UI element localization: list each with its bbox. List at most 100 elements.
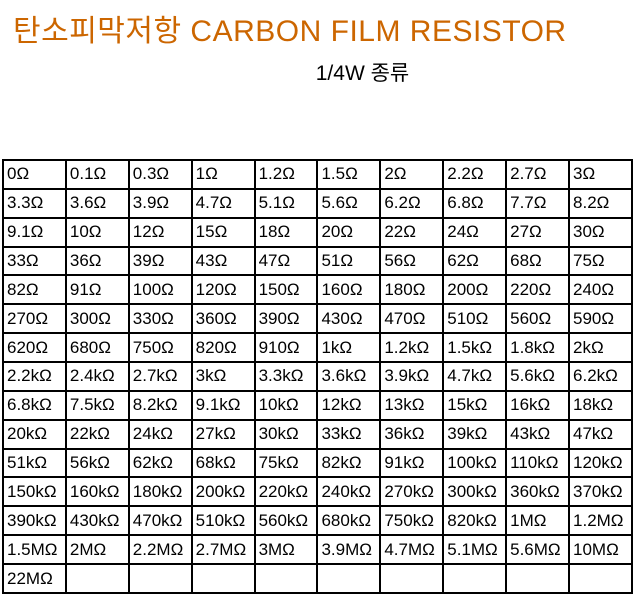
resistor-value-cell: 12kΩ [316,389,382,421]
resistor-value-cell [568,563,633,594]
resistor-value-cell: 68Ω [505,245,571,277]
resistor-value-cell: 36kΩ [379,418,445,450]
resistor-value-cell: 3Ω [568,159,633,190]
page-title: 탄소피막저항 CARBON FILM RESISTOR [13,15,567,48]
resistor-value-cell: 5.6Ω [316,187,382,219]
resistor-value-cell: 220Ω [505,274,571,306]
resistor-value-cell: 15kΩ [442,389,508,421]
resistor-table-body: 0Ω 0.1Ω 0.3Ω 1Ω 1.2Ω 1.5Ω 2Ω 2.2Ω 2.7Ω 3Ω 3.3Ω 3.6Ω… [2,159,633,594]
resistor-value-cell: 0Ω [2,159,67,190]
resistor-value-cell: 120Ω [190,274,256,306]
resistor-value-cell: 33Ω [2,245,67,277]
resistor-value-cell: 590Ω [568,303,633,335]
resistor-value-cell: 820kΩ [442,505,508,537]
resistor-value-cell: 24kΩ [127,418,193,450]
resistor-value-cell: 10Ω [64,216,130,248]
resistor-value-cell: 39kΩ [442,418,508,450]
resistor-value-cell: 18kΩ [568,389,633,421]
resistor-value-cell: 6.2kΩ [568,361,633,392]
resistor-value-cell: 33kΩ [316,418,382,450]
page-subtitle: 1/4W 종류 [315,62,410,85]
resistor-value-cell: 370kΩ [568,476,633,508]
resistor-value-cell: 7.7Ω [505,187,571,219]
resistor-value-cell: 5.1MΩ [442,534,508,566]
resistor-value-cell [505,563,571,594]
resistor-value-cell: 270Ω [2,303,67,335]
resistor-value-cell [127,563,193,594]
resistor-value-cell: 43kΩ [505,418,571,450]
resistor-value-cell: 560kΩ [253,505,319,537]
resistor-value-cell: 390Ω [253,303,319,335]
resistor-value-cell: 18Ω [253,216,319,248]
resistor-value-cell: 8.2Ω [568,187,633,219]
resistor-value-cell: 1Ω [190,159,256,190]
table-row: 51kΩ 56kΩ 62kΩ 68kΩ 75kΩ 82kΩ 91kΩ 100kΩ 110kΩ 12… [2,447,633,479]
table-row: 33Ω 36Ω 39Ω 43Ω 47Ω 51Ω 56Ω 62Ω 68Ω 75Ω [2,245,633,277]
table-row: 1.5MΩ 2MΩ 2.2MΩ 2.7MΩ 3MΩ 3.9MΩ 4.7MΩ 5.1MΩ 5.6M… [2,534,633,566]
resistor-value-cell: 27Ω [505,216,571,248]
resistor-value-cell: 22Ω [379,216,445,248]
resistor-value-cell: 0.1Ω [64,159,130,190]
resistor-value-cell: 2Ω [379,159,445,190]
resistor-value-cell: 27kΩ [190,418,256,450]
resistor-value-cell: 1.8kΩ [505,332,571,364]
table-row: 390kΩ 430kΩ 470kΩ 510kΩ 560kΩ 680kΩ 750kΩ 820kΩ… [2,505,633,537]
resistor-value-cell: 56kΩ [64,447,130,479]
resistor-value-cell [379,563,445,594]
resistor-value-cell: 3kΩ [190,361,256,392]
resistor-value-cell: 560Ω [505,303,571,335]
resistor-value-cell: 51Ω [316,245,382,277]
resistor-value-cell: 30Ω [568,216,633,248]
resistor-value-cell: 2.7kΩ [127,361,193,392]
resistor-value-cell: 240kΩ [316,476,382,508]
resistor-value-cell: 10MΩ [568,534,633,566]
resistor-value-cell [316,563,382,594]
resistor-value-cell: 680kΩ [316,505,382,537]
resistor-value-cell: 200Ω [442,274,508,306]
resistor-value-cell: 1.2MΩ [568,505,633,537]
table-row: 82Ω 91Ω 100Ω 120Ω 150Ω 160Ω 180Ω 200Ω 220Ω 240Ω [2,274,633,306]
table-row: 0Ω 0.1Ω 0.3Ω 1Ω 1.2Ω 1.5Ω 2Ω 2.2Ω 2.7Ω 3Ω [2,159,633,190]
resistor-value-cell: 13kΩ [379,389,445,421]
resistor-value-cell: 180Ω [379,274,445,306]
resistor-value-cell: 24Ω [442,216,508,248]
resistor-value-cell: 430kΩ [64,505,130,537]
table-row: 620Ω 680Ω 750Ω 820Ω 910Ω 1kΩ 1.2kΩ 1.5kΩ 1.8kΩ 2k… [2,332,633,364]
resistor-value-cell: 360kΩ [505,476,571,508]
resistor-value-cell: 47kΩ [568,418,633,450]
resistor-value-cell: 16kΩ [505,389,571,421]
resistor-value-cell: 91Ω [64,274,130,306]
resistor-value-cell: 390kΩ [2,505,67,537]
resistor-value-cell: 220kΩ [253,476,319,508]
resistor-value-cell: 75kΩ [253,447,319,479]
resistor-value-cell: 2.2kΩ [2,361,67,392]
resistor-value-cell: 680Ω [64,332,130,364]
resistor-value-cell: 20Ω [316,216,382,248]
resistor-value-cell: 75Ω [568,245,633,277]
resistor-value-cell: 360Ω [190,303,256,335]
resistor-value-cell: 2kΩ [568,332,633,364]
resistor-value-cell: 200kΩ [190,476,256,508]
resistor-value-cell [190,563,256,594]
resistor-value-cell: 510Ω [442,303,508,335]
resistor-value-cell: 3.9Ω [127,187,193,219]
resistor-value-cell: 8.2kΩ [127,389,193,421]
resistor-value-cell: 36Ω [64,245,130,277]
resistor-value-cell: 160Ω [316,274,382,306]
table-row: 150kΩ 160kΩ 180kΩ 200kΩ 220kΩ 240kΩ 270kΩ 300kΩ… [2,476,633,508]
resistor-value-cell: 1.2Ω [253,159,319,190]
resistor-value-cell: 6.8Ω [442,187,508,219]
resistor-value-cell: 22kΩ [64,418,130,450]
resistor-value-cell: 1kΩ [316,332,382,364]
resistor-value-cell: 430Ω [316,303,382,335]
resistor-value-cell: 1.2kΩ [379,332,445,364]
resistor-value-cell: 6.2Ω [379,187,445,219]
resistor-value-cell: 12Ω [127,216,193,248]
resistor-value-cell: 160kΩ [64,476,130,508]
resistor-value-cell: 68kΩ [190,447,256,479]
resistor-value-cell: 82kΩ [316,447,382,479]
resistor-value-cell [253,563,319,594]
resistor-value-cell: 3.6kΩ [316,361,382,392]
resistor-value-cell: 22MΩ [2,563,67,594]
